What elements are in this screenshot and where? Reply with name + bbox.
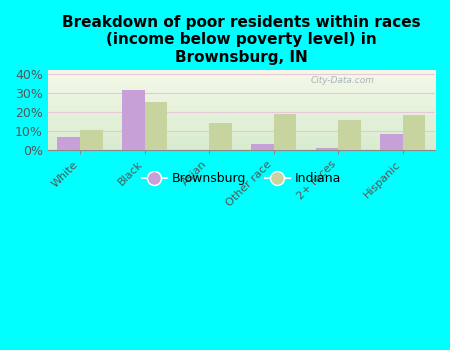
Legend: Brownsburg, Indiana: Brownsburg, Indiana bbox=[137, 167, 346, 190]
Bar bbox=[209, 123, 232, 150]
Bar bbox=[251, 144, 274, 150]
Bar bbox=[403, 115, 425, 150]
Bar bbox=[58, 136, 80, 150]
Title: Breakdown of poor residents within races
(income below poverty level) in
Brownsb: Breakdown of poor residents within races… bbox=[62, 15, 421, 65]
Bar bbox=[80, 130, 103, 150]
Bar bbox=[122, 90, 144, 150]
Bar bbox=[315, 148, 338, 150]
Bar bbox=[274, 114, 296, 150]
Bar bbox=[144, 103, 167, 150]
Bar bbox=[380, 134, 403, 150]
Text: City-Data.com: City-Data.com bbox=[311, 76, 375, 85]
Bar bbox=[338, 120, 361, 150]
